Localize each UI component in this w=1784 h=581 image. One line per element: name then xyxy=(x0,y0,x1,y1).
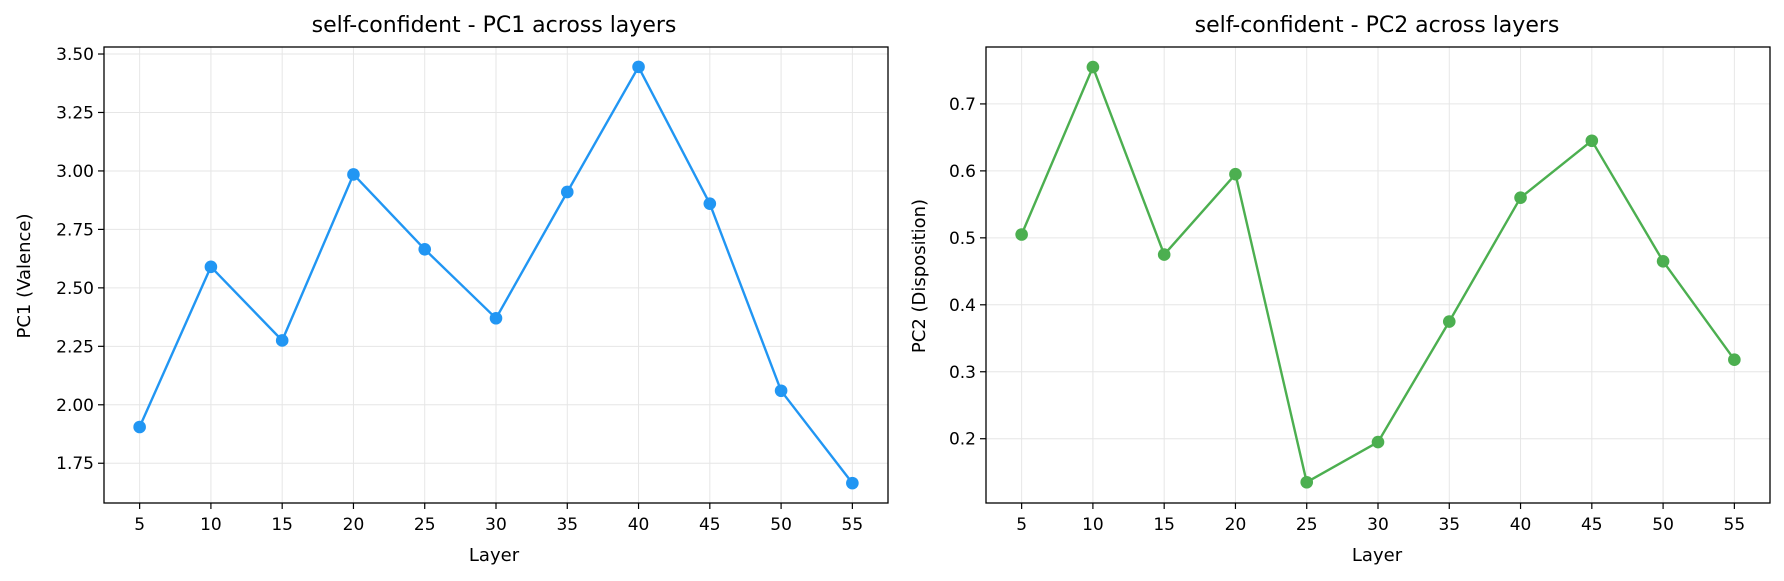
y-tick-label: 2.00 xyxy=(56,396,94,416)
data-point xyxy=(1229,167,1242,181)
data-point xyxy=(1585,134,1599,148)
y-tick-label: 0.2 xyxy=(949,430,976,450)
y-tick-label: 3.25 xyxy=(56,103,94,123)
grid xyxy=(986,47,1770,503)
x-tick-label: 55 xyxy=(842,515,864,535)
data-point xyxy=(1514,191,1527,204)
data-point xyxy=(1656,254,1670,268)
x-tick-label: 25 xyxy=(1296,515,1318,535)
x-tick-label: 40 xyxy=(1510,515,1532,535)
y-tick-label: 3.50 xyxy=(56,45,94,65)
y-tick-label: 3.00 xyxy=(56,162,94,182)
series-layer xyxy=(133,60,859,490)
x-tick-label: 20 xyxy=(1225,515,1247,535)
y-axis: 1.75 2.00 2.25 2.50 2.75 3.00 3.25 3.50 xyxy=(56,45,104,474)
chart-pc2: self-confident - PC2 across layers 5 10 15… xyxy=(909,13,1771,566)
chart-title: self-confident - PC2 across layers xyxy=(1195,13,1560,38)
chart-title: self-confident - PC1 across layers xyxy=(312,13,677,38)
x-tick-label: 15 xyxy=(1153,515,1175,535)
x-tick-label: 10 xyxy=(200,515,222,535)
x-tick-label: 35 xyxy=(556,515,578,535)
x-tick-label: 50 xyxy=(1652,515,1674,535)
y-axis-label: PC2 (Disposition) xyxy=(909,199,930,353)
y-tick-label: 0.6 xyxy=(949,162,976,182)
data-point xyxy=(1300,475,1314,489)
data-point xyxy=(1371,435,1385,449)
y-axis: 0.2 0.3 0.4 0.5 0.6 0.7 xyxy=(949,95,986,450)
x-tick-label: 25 xyxy=(414,515,436,535)
data-point xyxy=(1442,315,1456,328)
data-point xyxy=(347,168,360,181)
data-point xyxy=(632,60,645,74)
y-axis-label: PC1 (Valence) xyxy=(14,213,35,338)
y-tick-label: 1.75 xyxy=(56,454,94,474)
x-tick-label: 40 xyxy=(628,515,650,535)
x-tick-label: 35 xyxy=(1438,515,1460,535)
series-layer xyxy=(1015,60,1741,489)
y-tick-label: 2.50 xyxy=(56,279,94,299)
data-point xyxy=(1015,228,1028,241)
y-tick-label: 2.75 xyxy=(56,220,94,240)
x-tick-label: 5 xyxy=(134,515,145,535)
x-tick-label: 15 xyxy=(271,515,293,535)
x-axis-label: Layer xyxy=(1352,545,1403,566)
grid xyxy=(104,47,888,503)
data-point xyxy=(1086,60,1100,74)
x-tick-label: 55 xyxy=(1724,515,1746,535)
y-tick-label: 0.3 xyxy=(949,363,976,383)
data-point xyxy=(204,260,218,274)
x-tick-label: 5 xyxy=(1016,515,1027,535)
y-tick-label: 0.5 xyxy=(949,229,976,249)
data-point xyxy=(846,476,859,490)
x-tick-label: 45 xyxy=(699,515,721,535)
x-tick-label: 45 xyxy=(1581,515,1603,535)
data-point xyxy=(133,420,146,434)
chart-pc1: self-confident - PC1 across layers 5 10 15… xyxy=(14,13,889,566)
x-tick-label: 20 xyxy=(343,515,365,535)
x-axis: 5 10 15 20 25 30 35 40 45 50 55 xyxy=(134,503,863,535)
data-point xyxy=(1157,248,1171,261)
y-tick-label: 2.25 xyxy=(56,337,94,357)
y-tick-label: 0.7 xyxy=(949,95,976,115)
data-point xyxy=(418,242,432,256)
x-tick-label: 50 xyxy=(770,515,792,535)
x-tick-label: 10 xyxy=(1082,515,1104,535)
x-tick-label: 30 xyxy=(485,515,507,535)
x-tick-label: 30 xyxy=(1367,515,1389,535)
data-point xyxy=(703,197,717,210)
data-point xyxy=(489,311,503,325)
y-tick-label: 0.4 xyxy=(949,296,976,316)
data-point xyxy=(275,334,289,347)
data-point xyxy=(1728,353,1741,367)
data-point xyxy=(560,185,574,199)
x-axis: 5 10 15 20 25 30 35 40 45 50 55 xyxy=(1016,503,1745,535)
x-axis-label: Layer xyxy=(469,545,520,566)
data-point xyxy=(774,384,788,398)
